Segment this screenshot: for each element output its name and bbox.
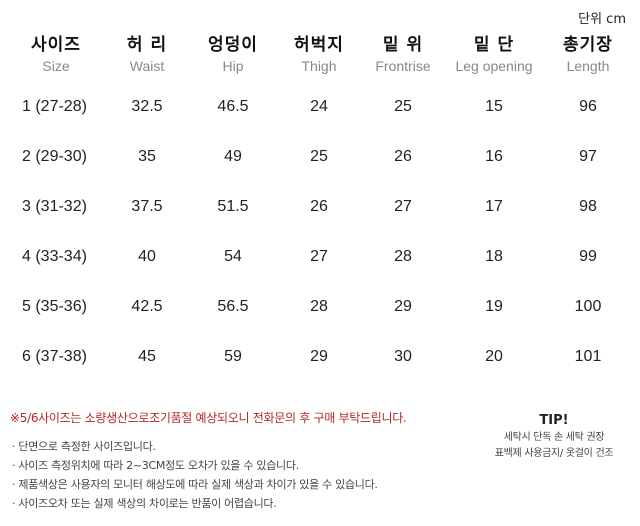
waist-cell: 32.5 bbox=[131, 98, 163, 115]
size-cell: 4 (33-34) bbox=[22, 248, 87, 265]
thigh-cell: 27 bbox=[310, 248, 328, 265]
leg-opening-cell: 15 bbox=[485, 98, 503, 115]
size-cell: 6 (37-38) bbox=[22, 348, 87, 365]
tip-title: TIP! bbox=[539, 413, 569, 428]
waist-cell: 45 bbox=[138, 348, 156, 365]
leg-opening-cell: 16 bbox=[485, 148, 503, 165]
length-cell: 98 bbox=[579, 198, 597, 215]
leg-opening-cell: 17 bbox=[485, 198, 503, 215]
leg-opening-cell: 18 bbox=[485, 248, 503, 265]
length-cell: 101 bbox=[574, 348, 602, 365]
tip-line-bleach: 표백제 사용금지/ 옷걸이 건조 bbox=[494, 448, 614, 459]
hip-cell: 46.5 bbox=[217, 98, 249, 115]
soldout-notice: ※5/6사이즈는 소량생산으로조기품절 예상되오니 전화문의 후 구매 부탁드립… bbox=[10, 411, 407, 425]
note-item: · 사이즈 측정위치에 따라 2~3CM정도 오차가 있을 수 있습니다. bbox=[12, 459, 299, 472]
hip-cell: 56.5 bbox=[217, 298, 249, 315]
thigh-cell: 25 bbox=[310, 148, 328, 165]
waist-cell: 40 bbox=[138, 248, 156, 265]
length-cell: 100 bbox=[574, 298, 602, 315]
thigh-cell: 28 bbox=[310, 298, 328, 315]
length-cell: 97 bbox=[579, 148, 597, 165]
frontrise-cell: 25 bbox=[394, 98, 412, 115]
notes-list: · 단면으로 측정한 사이즈입니다. · 사이즈 측정위치에 따라 2~3CM정… bbox=[12, 437, 378, 513]
col-hip: 엉덩이 Hip bbox=[208, 35, 258, 74]
leg-opening-cell: 19 bbox=[485, 298, 503, 315]
table-row: 1 (27-28) 32.5 46.5 24 25 15 96 bbox=[8, 82, 632, 132]
length-cell: 99 bbox=[579, 248, 597, 265]
col-waist: 허 리 Waist bbox=[126, 35, 168, 74]
length-cell: 96 bbox=[579, 98, 597, 115]
col-thigh: 허벅지 Thigh bbox=[294, 35, 344, 74]
size-cell: 1 (27-28) bbox=[22, 98, 87, 115]
tip-line-wash: 세탁시 단독 손 세탁 권장 bbox=[503, 432, 605, 443]
table-row: 4 (33-34) 40 54 27 28 18 99 bbox=[8, 232, 632, 282]
leg-opening-cell: 20 bbox=[485, 348, 503, 365]
col-leg-opening: 밑 단 Leg opening bbox=[455, 35, 533, 74]
waist-cell: 42.5 bbox=[131, 298, 163, 315]
hip-cell: 49 bbox=[224, 148, 242, 165]
frontrise-cell: 28 bbox=[394, 248, 412, 265]
note-item: · 제품색상은 사용자의 모니터 해상도에 따라 실제 색상과 차이가 있을 수… bbox=[12, 478, 378, 491]
size-table: 사이즈 Size 허 리 Waist 엉덩이 Hip 허벅지 Thigh 밑 위 Fron… bbox=[8, 34, 632, 382]
thigh-cell: 29 bbox=[310, 348, 328, 365]
waist-cell: 37.5 bbox=[131, 198, 163, 215]
thigh-cell: 26 bbox=[310, 198, 328, 215]
note-item: · 단면으로 측정한 사이즈입니다. bbox=[12, 440, 156, 453]
hip-cell: 54 bbox=[224, 248, 242, 265]
thigh-cell: 24 bbox=[310, 98, 328, 115]
unit-label: 단위 cm bbox=[578, 12, 626, 27]
waist-cell: 35 bbox=[138, 148, 156, 165]
frontrise-cell: 30 bbox=[394, 348, 412, 365]
note-item: · 사이즈오차 또는 실제 색상의 차이로는 반품이 어렵습니다. bbox=[12, 497, 277, 510]
size-cell: 2 (29-30) bbox=[22, 148, 87, 165]
col-size: 사이즈 Size bbox=[31, 35, 81, 74]
header-row: 사이즈 Size 허 리 Waist 엉덩이 Hip 허벅지 Thigh 밑 위 Fron… bbox=[8, 34, 632, 82]
table-row: 6 (37-38) 45 59 29 30 20 101 bbox=[8, 332, 632, 382]
col-length: 총기장 Length bbox=[563, 35, 613, 74]
size-cell: 3 (31-32) bbox=[22, 198, 87, 215]
frontrise-cell: 27 bbox=[394, 198, 412, 215]
col-frontrise: 밑 위 Frontrise bbox=[375, 35, 431, 74]
frontrise-cell: 26 bbox=[394, 148, 412, 165]
tip-box: TIP! 세탁시 단독 손 세탁 권장 표백제 사용금지/ 옷걸이 건조 bbox=[480, 412, 628, 462]
size-cell: 5 (35-36) bbox=[22, 298, 87, 315]
hip-cell: 51.5 bbox=[217, 198, 249, 215]
table-row: 3 (31-32) 37.5 51.5 26 27 17 98 bbox=[8, 182, 632, 232]
hip-cell: 59 bbox=[224, 348, 242, 365]
table-row: 2 (29-30) 35 49 25 26 16 97 bbox=[8, 132, 632, 182]
table-row: 5 (35-36) 42.5 56.5 28 29 19 100 bbox=[8, 282, 632, 332]
frontrise-cell: 29 bbox=[394, 298, 412, 315]
